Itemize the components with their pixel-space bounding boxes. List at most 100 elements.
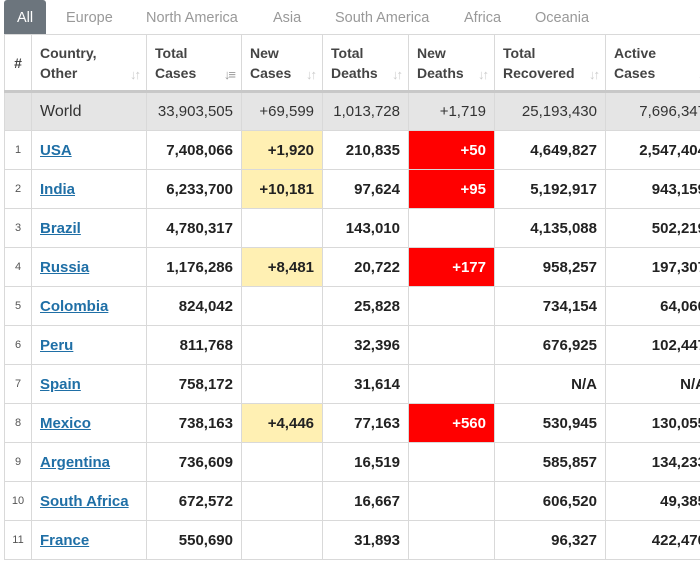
header-new-cases-line2: Cases <box>250 64 292 81</box>
header-total-cases[interactable]: Total Cases ↓≡ <box>146 34 242 93</box>
world-total-deaths: 1,013,728 <box>322 91 409 131</box>
total-cases: 736,609 <box>146 442 242 482</box>
world-new-deaths: +1,719 <box>408 91 495 131</box>
new-deaths: +95 <box>408 169 495 209</box>
country-link[interactable]: France <box>40 531 90 549</box>
sort-updown-icon[interactable]: ↓↑ <box>478 67 489 82</box>
sort-updown-icon[interactable]: ↓↑ <box>306 67 317 82</box>
country-link[interactable]: USA <box>40 141 72 159</box>
tab-europe[interactable]: Europe <box>66 10 113 26</box>
active-cases: 64,060 <box>605 286 700 326</box>
row-index: 8 <box>4 403 32 443</box>
header-total-recovered[interactable]: Total Recovered ↓↑ <box>494 34 606 93</box>
total-cases: 7,408,066 <box>146 130 242 170</box>
new-deaths <box>408 364 495 404</box>
sort-updown-icon[interactable]: ↓↑ <box>698 65 700 85</box>
table-row: 1 USA 7,408,066 +1,920 210,835 +50 4,649,827 2,… <box>4 130 700 170</box>
row-index: 11 <box>4 520 32 560</box>
header-country[interactable]: Country, Other ↓↑ <box>31 34 147 93</box>
world-total-recovered: 25,193,430 <box>494 91 606 131</box>
region-tabs: All Europe North America Asia South Amer… <box>0 0 700 34</box>
total-cases: 738,163 <box>146 403 242 443</box>
new-deaths <box>408 325 495 365</box>
row-index: 2 <box>4 169 32 209</box>
new-deaths <box>408 286 495 326</box>
total-recovered: 676,925 <box>494 325 606 365</box>
tab-asia[interactable]: Asia <box>273 10 302 26</box>
total-recovered: 4,649,827 <box>494 130 606 170</box>
sort-updown-icon[interactable]: ↓↑ <box>589 67 600 82</box>
header-total-deaths[interactable]: Total Deaths ↓↑ <box>322 34 409 93</box>
country-link[interactable]: Brazil <box>40 219 81 237</box>
header-active-cases[interactable]: Active Cases ↓↑ <box>605 34 700 93</box>
total-recovered: 734,154 <box>494 286 606 326</box>
sort-updown-icon[interactable]: ↓↑ <box>130 67 141 82</box>
sort-desc-icon[interactable]: ↓≡ <box>223 67 236 82</box>
table-row: 7 Spain 758,172 31,614 N/AN/A <box>4 364 700 404</box>
table-row: 2 India 6,233,700 +10,181 97,624 +95 5,192,917… <box>4 169 700 209</box>
total-deaths: 97,624 <box>322 169 409 209</box>
new-cases: +10,181 <box>241 169 323 209</box>
world-row: World 33,903,505 +69,599 1,013,728 +1,71… <box>4 91 700 131</box>
header-country-line2: Other <box>40 64 78 81</box>
new-cases <box>241 325 323 365</box>
total-deaths: 25,828 <box>322 286 409 326</box>
active-cases: 502,219 <box>605 208 700 248</box>
country-link[interactable]: India <box>40 180 76 198</box>
total-recovered: 585,857 <box>494 442 606 482</box>
header-new-cases-line1: New <box>250 44 279 61</box>
total-recovered: N/A <box>494 364 606 404</box>
new-deaths <box>408 442 495 482</box>
header-new-deaths-line1: New <box>417 44 446 61</box>
tab-africa[interactable]: Africa <box>464 10 502 26</box>
total-recovered: 4,135,088 <box>494 208 606 248</box>
active-cases: 422,470 <box>605 520 700 560</box>
sort-updown-icon[interactable]: ↓↑ <box>392 67 403 82</box>
header-active-cases-line2: Cases <box>614 64 656 81</box>
country-link[interactable]: Peru <box>40 336 74 354</box>
country-link[interactable]: Russia <box>40 258 90 276</box>
country-link[interactable]: Mexico <box>40 414 91 432</box>
new-deaths <box>408 481 495 521</box>
country-link[interactable]: Colombia <box>40 297 109 315</box>
row-index: 3 <box>4 208 32 248</box>
table-row: 8 Mexico 738,163 +4,446 77,163 +560 530,945 130… <box>4 403 700 443</box>
header-new-deaths[interactable]: New Deaths ↓↑ <box>408 34 495 93</box>
active-cases: N/A <box>605 364 700 404</box>
new-cases: +8,481 <box>241 247 323 287</box>
total-deaths: 20,722 <box>322 247 409 287</box>
active-cases: 197,307 <box>605 247 700 287</box>
header-total-recovered-line1: Total <box>503 44 536 61</box>
total-recovered: 5,192,917 <box>494 169 606 209</box>
new-deaths: +560 <box>408 403 495 443</box>
header-total-recovered-line2: Recovered <box>503 64 575 81</box>
table-row: 4 Russia 1,176,286 +8,481 20,722 +177 958,257 1… <box>4 247 700 287</box>
new-cases <box>241 208 323 248</box>
tab-south-america[interactable]: South America <box>335 10 430 26</box>
total-deaths: 143,010 <box>322 208 409 248</box>
header-new-cases[interactable]: New Cases ↓↑ <box>241 34 323 93</box>
country-link[interactable]: South Africa <box>40 492 129 510</box>
new-cases <box>241 442 323 482</box>
country-name: Argentina <box>31 442 147 482</box>
new-cases: +1,920 <box>241 130 323 170</box>
country-link[interactable]: Spain <box>40 375 81 393</box>
new-cases <box>241 520 323 560</box>
new-deaths <box>408 520 495 560</box>
header-new-deaths-line2: Deaths <box>417 64 464 81</box>
tab-all[interactable]: All <box>4 0 46 34</box>
row-index: 1 <box>4 130 32 170</box>
country-name: India <box>31 169 147 209</box>
total-cases: 758,172 <box>146 364 242 404</box>
total-cases: 672,572 <box>146 481 242 521</box>
total-cases: 4,780,317 <box>146 208 242 248</box>
new-cases <box>241 364 323 404</box>
tab-north-america[interactable]: North America <box>146 10 238 26</box>
total-deaths: 31,614 <box>322 364 409 404</box>
header-total-cases-line2: Cases <box>155 64 197 81</box>
country-link[interactable]: Argentina <box>40 453 111 471</box>
tab-oceania[interactable]: Oceania <box>535 10 590 26</box>
